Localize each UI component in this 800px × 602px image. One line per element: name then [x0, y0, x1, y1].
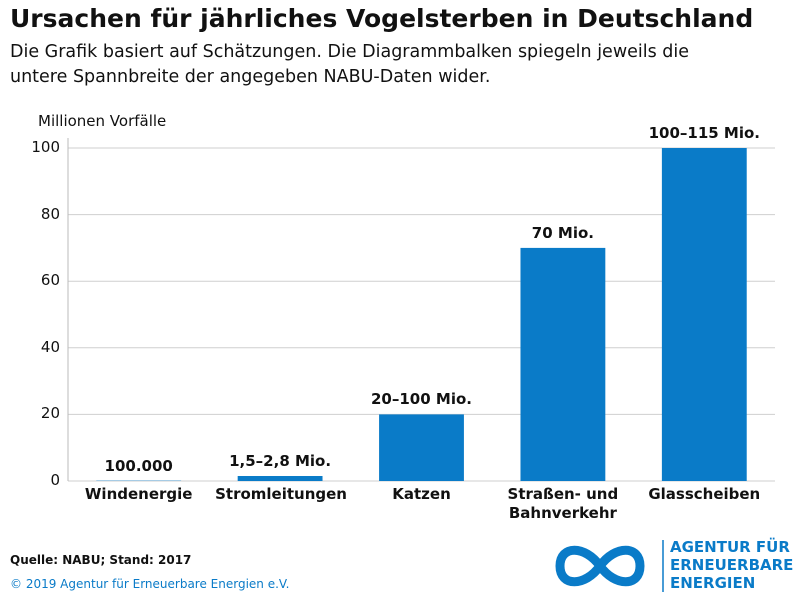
y-tick-label: 60: [40, 271, 60, 290]
bar: [379, 414, 464, 481]
y-tick-label: 20: [40, 404, 60, 423]
y-tick-label: 80: [40, 204, 60, 223]
logo-line: ENERGIEN: [670, 574, 756, 592]
value-label: 70 Mio.: [531, 223, 594, 242]
y-tick-label: 0: [50, 471, 60, 489]
x-tick-label: Glasscheiben: [648, 485, 761, 503]
subtitle: Die Grafik basiert auf Schätzungen. Die …: [10, 42, 690, 87]
value-label: 1,5–2,8 Mio.: [229, 452, 332, 470]
chart-title: Ursachen für jährliches Vogelsterben in …: [10, 4, 754, 33]
source: Quelle: NABU; Stand: 2017: [10, 553, 192, 567]
logo-line: AGENTUR FÜR: [670, 538, 790, 556]
y-tick-label: 100: [31, 138, 60, 156]
logo-icon: [555, 545, 645, 587]
value-label: 100–115 Mio.: [648, 124, 760, 142]
bar: [237, 476, 323, 481]
value-label: 100.000: [104, 456, 173, 475]
bar: [661, 148, 747, 481]
x-tick-label: Straßen- und Bahnverkehr: [507, 485, 619, 522]
logo-text: AGENTUR FÜR ERNEUERBARE ENERGIEN: [670, 538, 793, 592]
x-tick-label: Katzen: [392, 485, 451, 503]
x-tick-label: Windenergie: [84, 485, 193, 503]
x-tick-label: Stromleitungen: [215, 485, 347, 503]
copyright: © 2019 Agentur für Erneuerbare Energien …: [10, 577, 290, 591]
logo-line: ERNEUERBARE: [670, 556, 794, 574]
y-tick-label: 40: [40, 337, 60, 356]
bar: [520, 247, 606, 481]
value-label: 20–100 Mio.: [371, 390, 472, 409]
y-axis-title: Millionen Vorfälle: [38, 112, 167, 130]
